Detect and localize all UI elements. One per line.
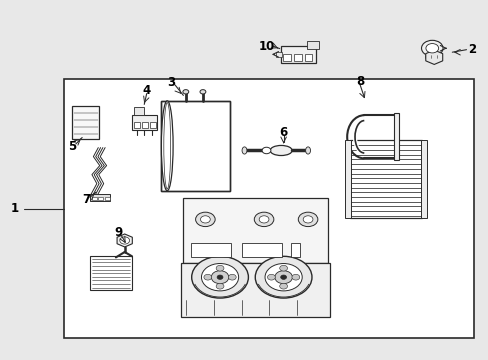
Bar <box>276 52 282 57</box>
Bar <box>304 54 312 61</box>
Bar <box>283 54 290 61</box>
Circle shape <box>279 283 287 289</box>
Text: 5: 5 <box>68 140 76 153</box>
Bar <box>132 115 157 130</box>
Circle shape <box>303 216 312 223</box>
Bar <box>63 79 473 338</box>
Bar <box>290 243 299 257</box>
Text: 8: 8 <box>355 75 363 87</box>
Bar <box>92 197 97 200</box>
Bar <box>90 194 110 201</box>
Circle shape <box>217 275 223 279</box>
Bar <box>161 101 229 191</box>
Bar <box>161 101 229 191</box>
Ellipse shape <box>305 147 310 154</box>
Bar <box>134 122 140 128</box>
Circle shape <box>201 264 238 291</box>
Circle shape <box>216 283 224 289</box>
Circle shape <box>191 256 248 298</box>
Ellipse shape <box>269 145 291 156</box>
Bar <box>183 198 327 264</box>
Text: 1: 1 <box>11 202 19 215</box>
Circle shape <box>183 90 188 94</box>
Bar <box>281 46 316 63</box>
Bar <box>420 140 426 218</box>
Circle shape <box>267 274 275 280</box>
Circle shape <box>259 216 268 223</box>
Bar <box>104 197 109 200</box>
Bar <box>344 140 350 218</box>
Bar <box>181 264 329 317</box>
Text: 2: 2 <box>468 43 476 56</box>
Text: 10: 10 <box>258 40 274 53</box>
Bar <box>306 41 319 49</box>
Circle shape <box>425 44 438 53</box>
Circle shape <box>280 275 286 279</box>
Ellipse shape <box>161 101 173 191</box>
Circle shape <box>203 274 211 280</box>
Circle shape <box>264 264 302 291</box>
Bar <box>161 101 229 191</box>
Circle shape <box>255 256 311 298</box>
Circle shape <box>421 40 442 56</box>
Text: 6: 6 <box>279 126 287 139</box>
Text: 3: 3 <box>167 76 175 89</box>
Text: 9: 9 <box>114 226 122 239</box>
Circle shape <box>298 212 317 226</box>
Circle shape <box>291 274 299 280</box>
Circle shape <box>254 212 273 226</box>
Circle shape <box>211 271 228 284</box>
Circle shape <box>216 265 224 271</box>
Bar <box>149 122 155 128</box>
Circle shape <box>228 274 236 280</box>
Bar <box>142 122 147 128</box>
Bar <box>134 107 144 115</box>
Text: 4: 4 <box>142 84 150 97</box>
Bar <box>349 140 421 218</box>
Circle shape <box>274 271 292 284</box>
Text: 7: 7 <box>82 193 90 206</box>
Ellipse shape <box>163 103 170 189</box>
Bar <box>293 54 301 61</box>
Bar <box>242 243 282 257</box>
Bar <box>393 113 398 160</box>
Circle shape <box>120 237 129 244</box>
Ellipse shape <box>242 147 246 154</box>
Circle shape <box>279 265 287 271</box>
Circle shape <box>200 216 210 223</box>
Ellipse shape <box>262 147 270 154</box>
Bar <box>90 256 132 290</box>
Bar <box>72 106 99 139</box>
Bar <box>190 243 231 257</box>
Circle shape <box>200 90 205 94</box>
Bar <box>98 197 103 200</box>
Circle shape <box>195 212 215 226</box>
